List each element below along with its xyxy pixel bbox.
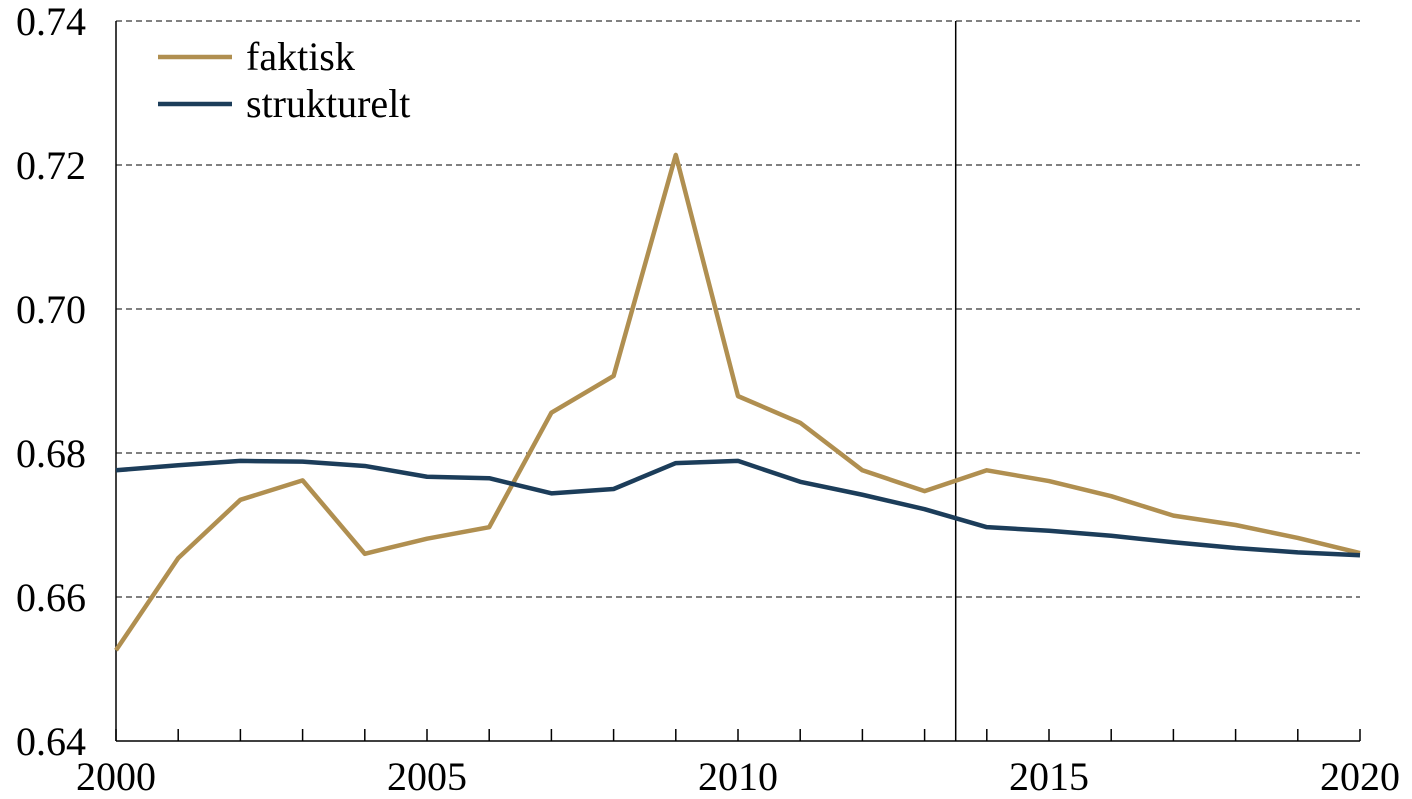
- legend-label: faktisk: [246, 34, 355, 79]
- series-line: [114, 152, 1361, 652]
- y-tick-label: 0.66: [16, 575, 86, 620]
- y-tick-label: 0.68: [16, 431, 86, 476]
- x-tick-label: 2015: [1009, 754, 1089, 799]
- legend-label: strukturelt: [246, 81, 410, 126]
- x-tick-label: 2000: [76, 754, 156, 799]
- y-tick-label: 0.72: [16, 143, 86, 188]
- x-tick-label: 2020: [1320, 754, 1400, 799]
- x-tick-label: 2010: [698, 754, 778, 799]
- y-tick-label: 0.74: [16, 0, 86, 44]
- y-tick-label: 0.70: [16, 287, 86, 332]
- x-tick-label: 2005: [387, 754, 467, 799]
- y-tick-label: 0.64: [16, 719, 86, 764]
- series-line: [115, 458, 1361, 558]
